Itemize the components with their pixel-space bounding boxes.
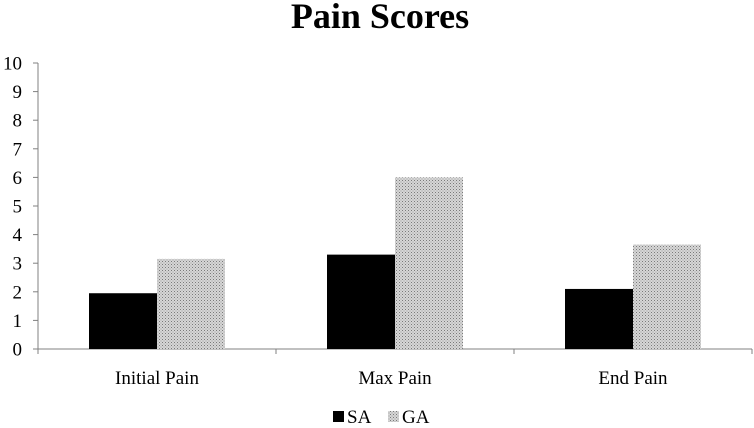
- bar-sa-initial-pain: [89, 293, 157, 349]
- legend-label-sa: SA: [347, 407, 372, 428]
- y-tick-label: 10: [3, 54, 22, 75]
- y-tick-label: 0: [13, 340, 23, 361]
- y-tick-label: 9: [13, 82, 23, 103]
- legend-label-ga: GA: [402, 407, 430, 428]
- bar-ga-max-pain: [395, 177, 463, 349]
- legend-swatch-sa: [333, 411, 344, 422]
- legend: SA GA: [333, 407, 430, 428]
- bar-sa-end-pain: [565, 288, 633, 349]
- chart-title: Pain Scores: [291, 0, 469, 36]
- legend-swatch-ga: [388, 411, 399, 422]
- category-label: Max Pain: [358, 368, 432, 389]
- y-tick-label: 2: [13, 282, 23, 303]
- y-tick-label: 8: [13, 111, 23, 132]
- y-tick-label: 1: [13, 311, 23, 332]
- bar-sa-max-pain: [327, 254, 395, 349]
- y-tick-label: 5: [13, 197, 23, 218]
- y-tick-label: 3: [13, 254, 23, 275]
- y-tick-label: 6: [13, 168, 23, 189]
- bar-ga-initial-pain: [157, 258, 225, 349]
- bars: [89, 177, 701, 349]
- y-tick-labels: 0 1 2 3 4 5 6 7 8 9 10: [3, 54, 23, 361]
- category-labels: Initial Pain Max Pain End Pain: [115, 368, 668, 389]
- y-tick-label: 4: [13, 225, 23, 246]
- y-tick-label: 7: [13, 139, 23, 160]
- bar-ga-end-pain: [633, 244, 701, 349]
- category-label: End Pain: [598, 368, 668, 389]
- category-label: Initial Pain: [115, 368, 199, 389]
